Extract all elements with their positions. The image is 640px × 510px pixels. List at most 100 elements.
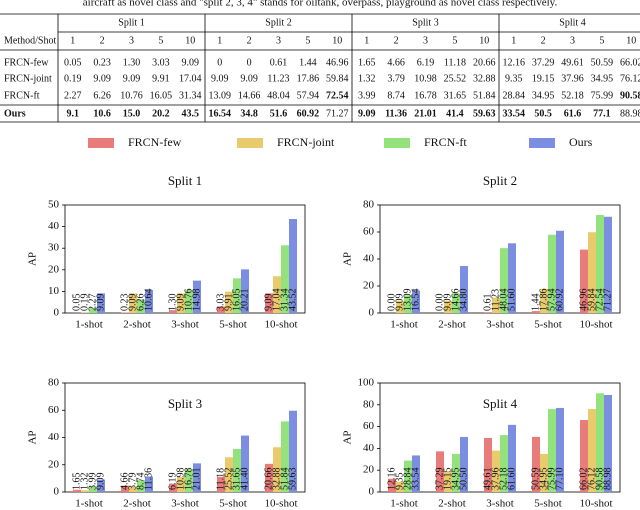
table-cell: 37.96 [561,73,584,84]
bar [225,457,233,492]
bar [169,310,177,313]
data-label: 9.09 [95,473,106,491]
column-header: 3 [570,35,575,46]
y-tick-label: 100 [358,377,375,389]
data-label: 21.01 [191,468,202,491]
x-tick-label: 1-shot [390,498,418,510]
bar [89,308,97,313]
table-cell: 9.09 [211,73,229,84]
bar [548,234,556,313]
bar [137,299,145,313]
y-tick-label: 60 [363,420,375,432]
column-header: 2 [541,35,546,46]
data-label: 49.61 [482,468,493,491]
data-label: 10.98 [175,468,186,491]
bar [289,410,297,492]
table-cell: 1.65 [358,57,376,68]
y-tick-label: 60 [48,404,60,416]
table-cell: 52.18 [561,90,584,101]
bar [404,295,412,313]
data-label: 51.84 [279,468,290,491]
legend-label: FRCN-joint [277,135,335,149]
table-cell: 31.34 [179,90,202,101]
bar [484,312,492,313]
x-tick-label: 1-shot [75,498,103,510]
x-tick-label: 5-shot [534,319,562,331]
y-axis-label: AP [342,252,354,266]
data-label: 41.40 [239,468,250,491]
x-tick-label: 10-shot [580,498,613,510]
data-label: 4.66 [119,473,130,491]
data-label: 28.84 [402,468,413,491]
y-tick-label: 0 [54,486,60,498]
table-cell: 49.61 [561,57,584,68]
data-label: 9.09 [442,294,453,312]
data-label: 0.19 [79,294,90,312]
table-cell: 0.61 [270,57,288,68]
column-header: 5 [599,35,604,46]
bar [137,480,145,492]
column-header: 3 [276,35,281,46]
chart-title: Split 1 [168,173,202,188]
column-header: 2 [100,35,105,46]
bar [193,463,201,492]
table-cell: 9.09 [123,73,141,84]
table-cell: 20.2 [152,108,170,119]
bar [588,232,596,313]
data-label: 60.92 [554,289,565,312]
table-cell: 34.8 [240,108,258,119]
legend-swatch [384,138,410,148]
data-label: 8.74 [135,473,146,491]
y-tick-label: 0 [369,307,375,319]
y-axis-label: AP [27,430,39,444]
data-label: 34.95 [450,468,461,491]
table-cell: 3.99 [358,90,376,101]
x-tick-label: 2-shot [123,498,151,510]
column-header: 5 [305,35,310,46]
table-cell: 9.91 [152,73,170,84]
table-cell: 51.6 [270,108,288,119]
x-tick-label: 10-shot [265,319,298,331]
table-cell: 48.04 [267,90,290,101]
data-label: 9.35 [394,473,405,491]
table-cell: 21.01 [414,108,437,119]
data-label: 51.60 [506,289,517,312]
table-cell: 1.30 [123,57,141,68]
bar [193,280,201,313]
table-cell: 37.29 [532,57,555,68]
table-cell: 10.98 [414,73,437,84]
x-tick-label: 2-shot [438,319,466,331]
bar [217,476,225,492]
data-label: 34.80 [458,289,469,312]
table-cell: 9.09 [93,73,111,84]
table-cell: Ours [4,108,26,119]
data-label: 9.91 [223,294,234,312]
x-tick-label: 1-shot [75,319,103,331]
data-label: 3.79 [127,473,138,491]
data-label: 9.09 [127,294,138,312]
data-label: 75.99 [546,468,557,491]
table-cell: 32.88 [473,73,496,84]
data-label: 20.21 [239,289,250,312]
column-header: 1 [364,35,369,46]
data-label: 33.54 [410,468,421,491]
table-cell: 28.84 [502,90,525,101]
data-label: 0.00 [434,294,445,312]
data-label: 11.36 [143,468,154,490]
column-header: 10 [626,35,636,46]
table-cell: 9.35 [505,73,523,84]
x-tick-label: 2-shot [438,498,466,510]
table-cell: 17.86 [297,73,320,84]
bar [508,243,516,313]
data-label: 31.34 [279,289,290,312]
bar [73,489,81,492]
table-cell: 17.04 [179,73,202,84]
table-cell: 88.98 [620,108,640,119]
bar [281,245,289,313]
data-label: 9.09 [95,294,106,312]
bar [412,455,420,492]
bar [452,453,460,492]
column-header: 10 [185,35,195,46]
legend-label: FRCN-ft [424,135,467,149]
data-label: 88.98 [602,468,613,491]
